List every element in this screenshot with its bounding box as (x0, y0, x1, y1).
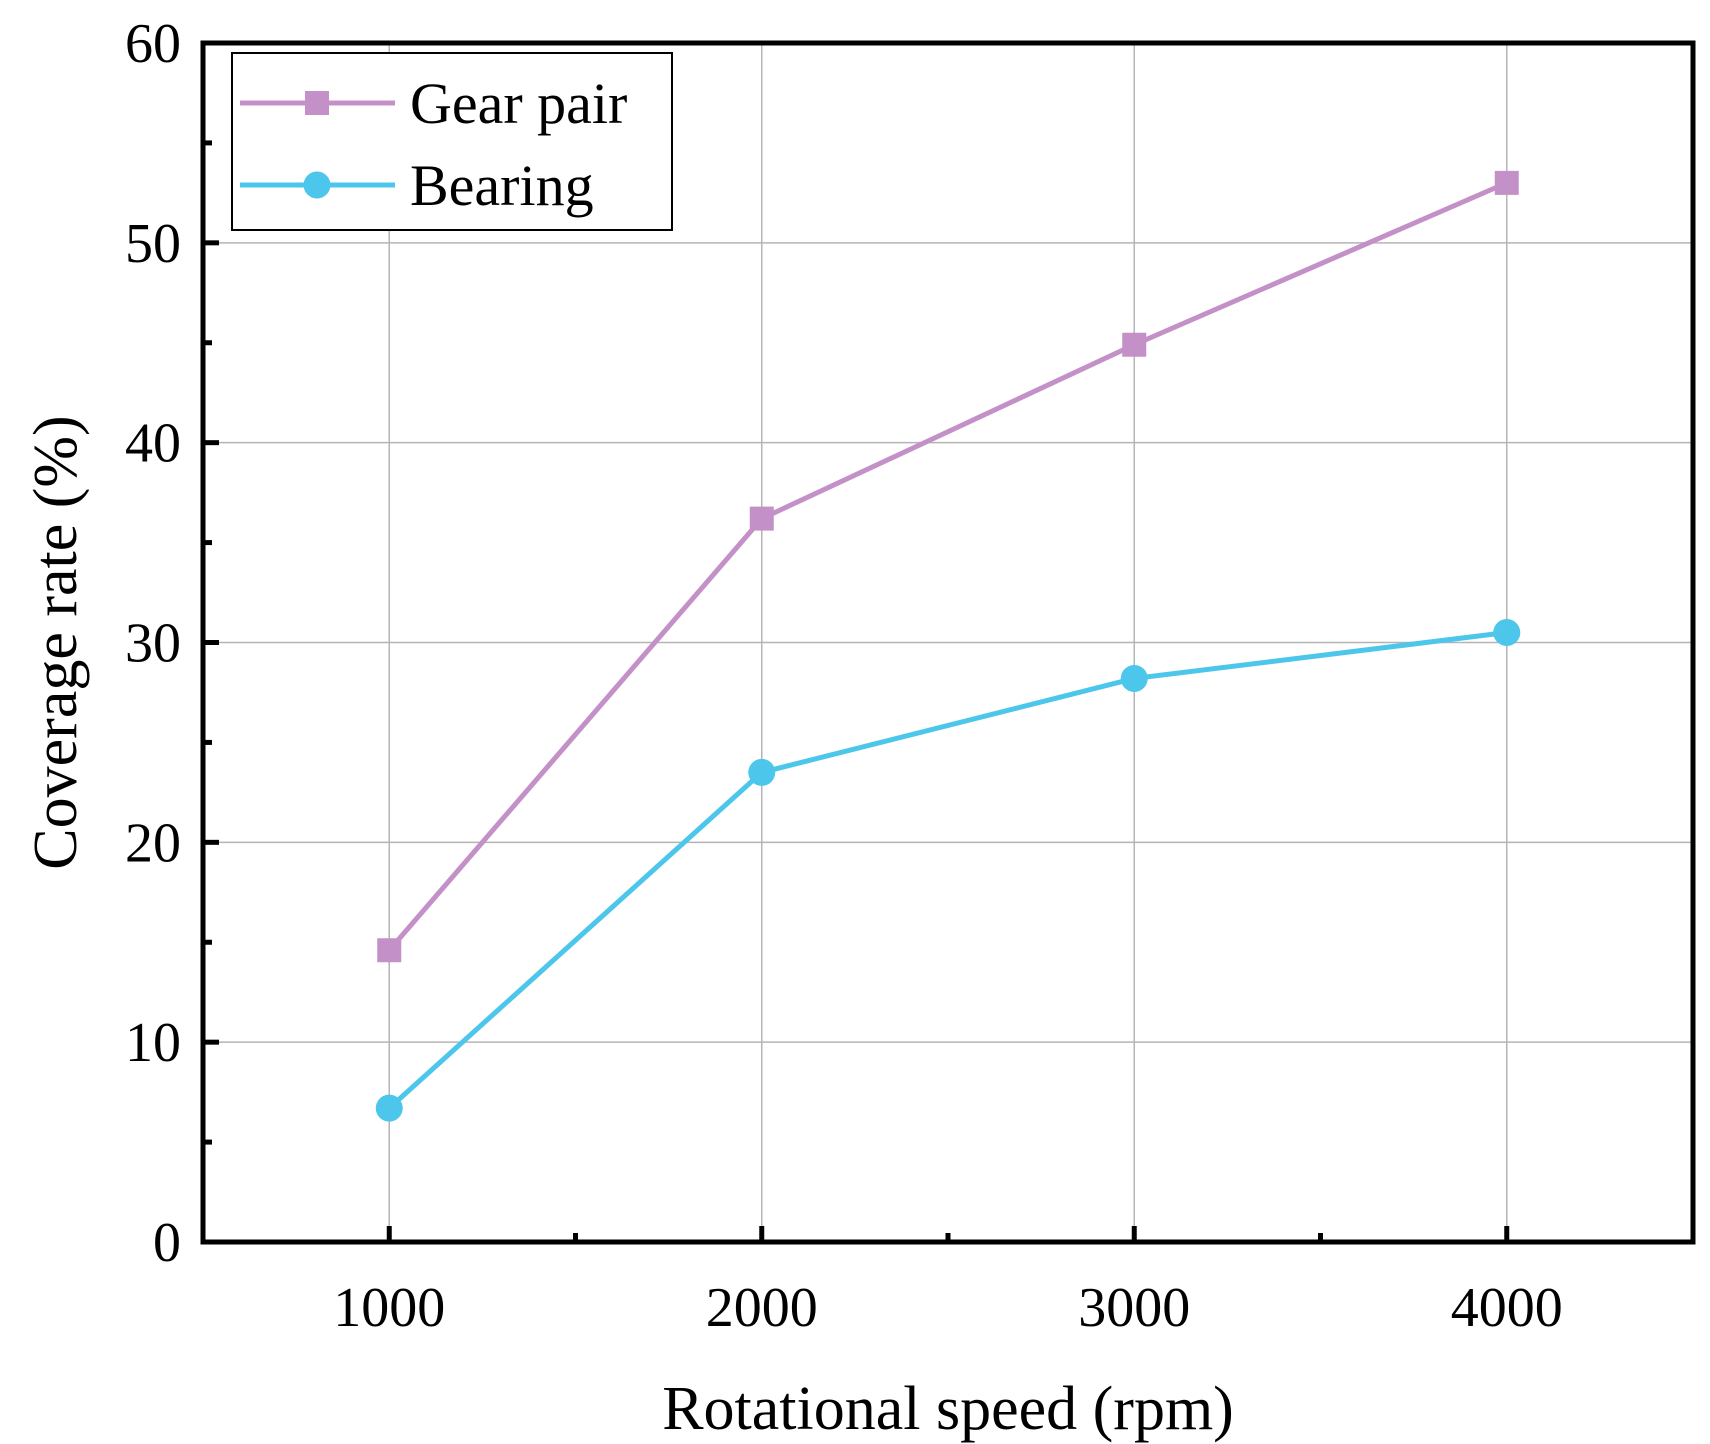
data-point-bearing (748, 758, 776, 786)
x-tick-label: 3000 (1078, 1277, 1190, 1339)
data-point-bearing (1493, 619, 1521, 647)
y-tick-label: 10 (125, 1012, 181, 1074)
series-bearing (375, 619, 1521, 1122)
series-line-bearing (387, 630, 1508, 1110)
y-tick-label: 60 (125, 13, 181, 75)
legend-marker-bearing (303, 171, 331, 199)
data-point-gear-pair (377, 938, 402, 963)
series-line-gear-pair (387, 180, 1508, 952)
data-series (375, 170, 1521, 1122)
legend-items: Gear pair Bearing (240, 71, 627, 218)
y-tick-label: 50 (125, 213, 181, 275)
legend-label-bearing: Bearing (410, 153, 594, 218)
x-axis-title: Rotational speed (rpm) (662, 1375, 1234, 1443)
x-tick-label: 4000 (1451, 1277, 1563, 1339)
tick-labels: 1000 2000 3000 4000 0 10 20 30 40 50 60 (125, 13, 1563, 1339)
data-point-gear-pair (749, 506, 774, 531)
legend-item-gear-pair: Gear pair (240, 71, 627, 136)
data-point-bearing (1120, 664, 1148, 692)
legend: Gear pair Bearing (231, 52, 673, 231)
x-tick-label: 1000 (333, 1277, 445, 1339)
data-point-bearing (375, 1094, 403, 1122)
legend-marker-gear-pair (305, 91, 329, 115)
series-gear-pair (377, 170, 1519, 963)
data-point-gear-pair (1122, 332, 1147, 357)
data-point-gear-pair (1494, 170, 1519, 195)
y-tick-label: 30 (125, 613, 181, 675)
legend-item-bearing: Bearing (240, 153, 594, 218)
y-tick-label: 0 (153, 1212, 181, 1274)
y-tick-label: 20 (125, 812, 181, 874)
axis-ticks (203, 40, 1510, 1245)
x-tick-label: 2000 (706, 1277, 818, 1339)
legend-box (231, 52, 673, 231)
legend-label-gear-pair: Gear pair (410, 71, 627, 136)
y-axis-title: Coverage rate (%) (22, 415, 90, 869)
y-tick-label: 40 (125, 413, 181, 475)
